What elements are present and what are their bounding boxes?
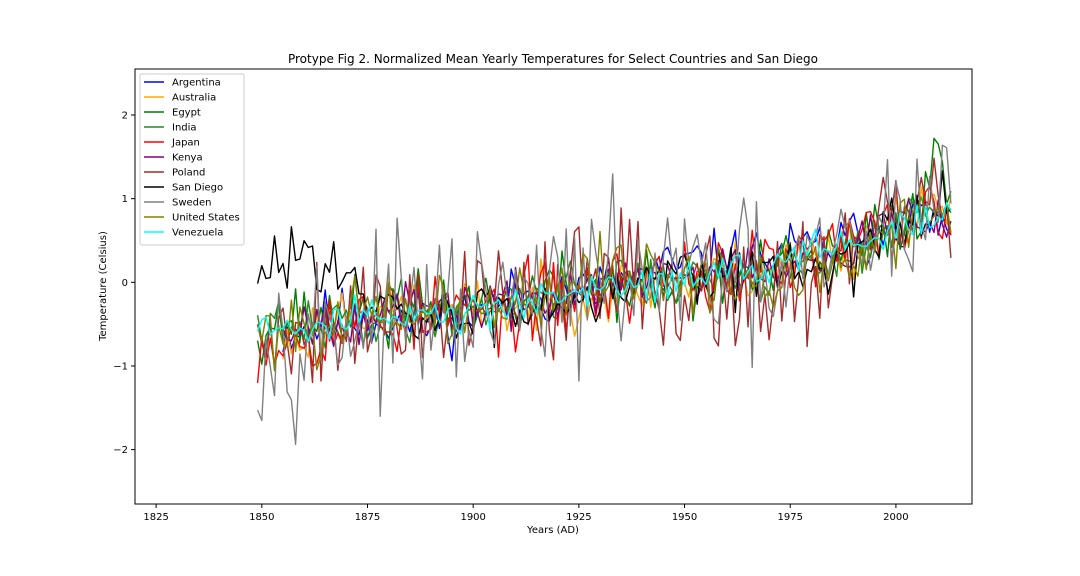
x-tick-label: 1900	[460, 512, 485, 523]
x-tick-label: 1825	[143, 512, 168, 523]
y-tick-label: −1	[113, 361, 128, 372]
legend-label: Australia	[172, 93, 216, 104]
x-tick-label: 2000	[883, 512, 908, 523]
y-tick-label: −2	[113, 445, 128, 456]
legend-label: Poland	[172, 168, 205, 179]
x-tick-label: 1925	[566, 512, 591, 523]
x-tick-label: 1875	[355, 512, 380, 523]
legend-box	[139, 73, 245, 246]
x-tick-label: 1950	[672, 512, 697, 523]
series-line-venezuela	[256, 201, 952, 343]
legend: Argentina Australia Egypt India Japan Kenya Po…	[139, 73, 245, 246]
legend-label: Japan	[171, 138, 200, 149]
x-axis: 1825 1850 1875 1900 1925 1950 1975 2000	[143, 504, 909, 523]
y-tick-label: 2	[122, 111, 128, 122]
x-tick-label: 1975	[778, 512, 803, 523]
series-layer	[256, 137, 952, 446]
y-tick-label: 0	[122, 278, 128, 289]
y-axis-label: Temperature (Celsius)	[98, 231, 109, 342]
legend-label: Kenya	[172, 153, 203, 164]
legend-label: Sweden	[172, 198, 212, 209]
y-axis: −2 −1 0 1 2	[113, 111, 135, 456]
legend-label: San Diego	[172, 183, 223, 194]
y-tick-label: 1	[122, 194, 128, 205]
plot-frame	[134, 68, 973, 505]
x-axis-label: Years (AD)	[526, 525, 579, 536]
legend-label: United States	[172, 213, 240, 224]
legend-label: Venezuela	[172, 228, 223, 239]
x-tick-label: 1850	[249, 512, 274, 523]
legend-label: Argentina	[172, 78, 221, 89]
series-line-poland	[256, 157, 952, 384]
legend-label: India	[172, 123, 197, 134]
chart-title: Protype Fig 2. Normalized Mean Yearly Te…	[288, 52, 818, 66]
legend-label: Egypt	[172, 108, 201, 119]
